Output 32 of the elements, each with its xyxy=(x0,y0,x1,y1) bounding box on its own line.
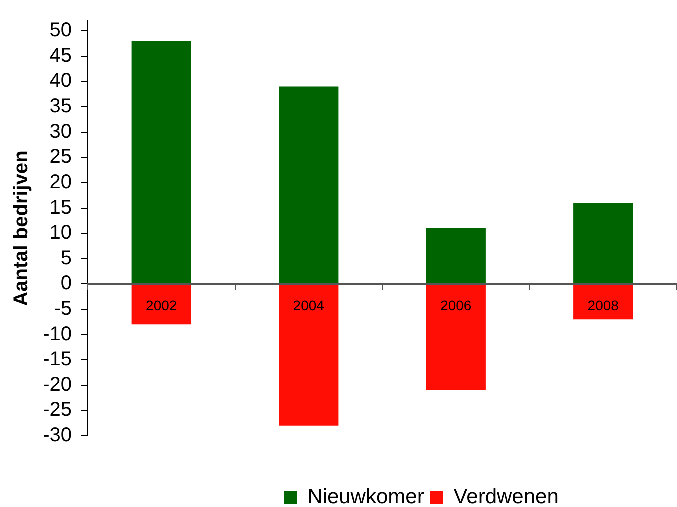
bar xyxy=(279,284,339,426)
y-tick-label: -25 xyxy=(43,399,72,422)
y-tick-label: 20 xyxy=(50,171,72,194)
legend-label: Nieuwkomer xyxy=(308,485,424,507)
y-tick-label: -5 xyxy=(54,298,72,320)
bar xyxy=(426,228,486,284)
y-axis-title: Aantal bedrijven xyxy=(10,150,33,306)
x-tick-label: 2008 xyxy=(588,297,620,314)
y-tick-label: -10 xyxy=(43,323,72,346)
y-tick-label: 45 xyxy=(50,44,72,67)
x-tick-label: 2004 xyxy=(293,297,325,314)
y-tick-label: 0 xyxy=(60,272,72,295)
y-tick-label: 50 xyxy=(50,20,72,42)
y-tick-label: 30 xyxy=(50,120,72,143)
bar xyxy=(574,203,634,284)
y-tick-label: 35 xyxy=(50,96,72,118)
y-tick-label: 10 xyxy=(50,222,72,244)
y-tick-label: -15 xyxy=(43,348,72,371)
y-tick-label: 5 xyxy=(60,247,72,270)
x-tick-label: 2006 xyxy=(440,297,472,314)
y-tick-label: 25 xyxy=(50,146,72,168)
legend-label: Verdwenen xyxy=(454,485,559,507)
bar xyxy=(279,86,339,284)
bar xyxy=(132,41,192,284)
y-tick-label: -20 xyxy=(43,374,72,396)
bar xyxy=(132,284,192,325)
bar xyxy=(426,284,486,390)
x-tick-label: 2002 xyxy=(146,297,178,314)
bar xyxy=(574,284,634,320)
y-tick-label: 15 xyxy=(50,196,72,219)
y-tick-label: -30 xyxy=(43,424,72,447)
y-tick-label: 40 xyxy=(50,70,72,92)
